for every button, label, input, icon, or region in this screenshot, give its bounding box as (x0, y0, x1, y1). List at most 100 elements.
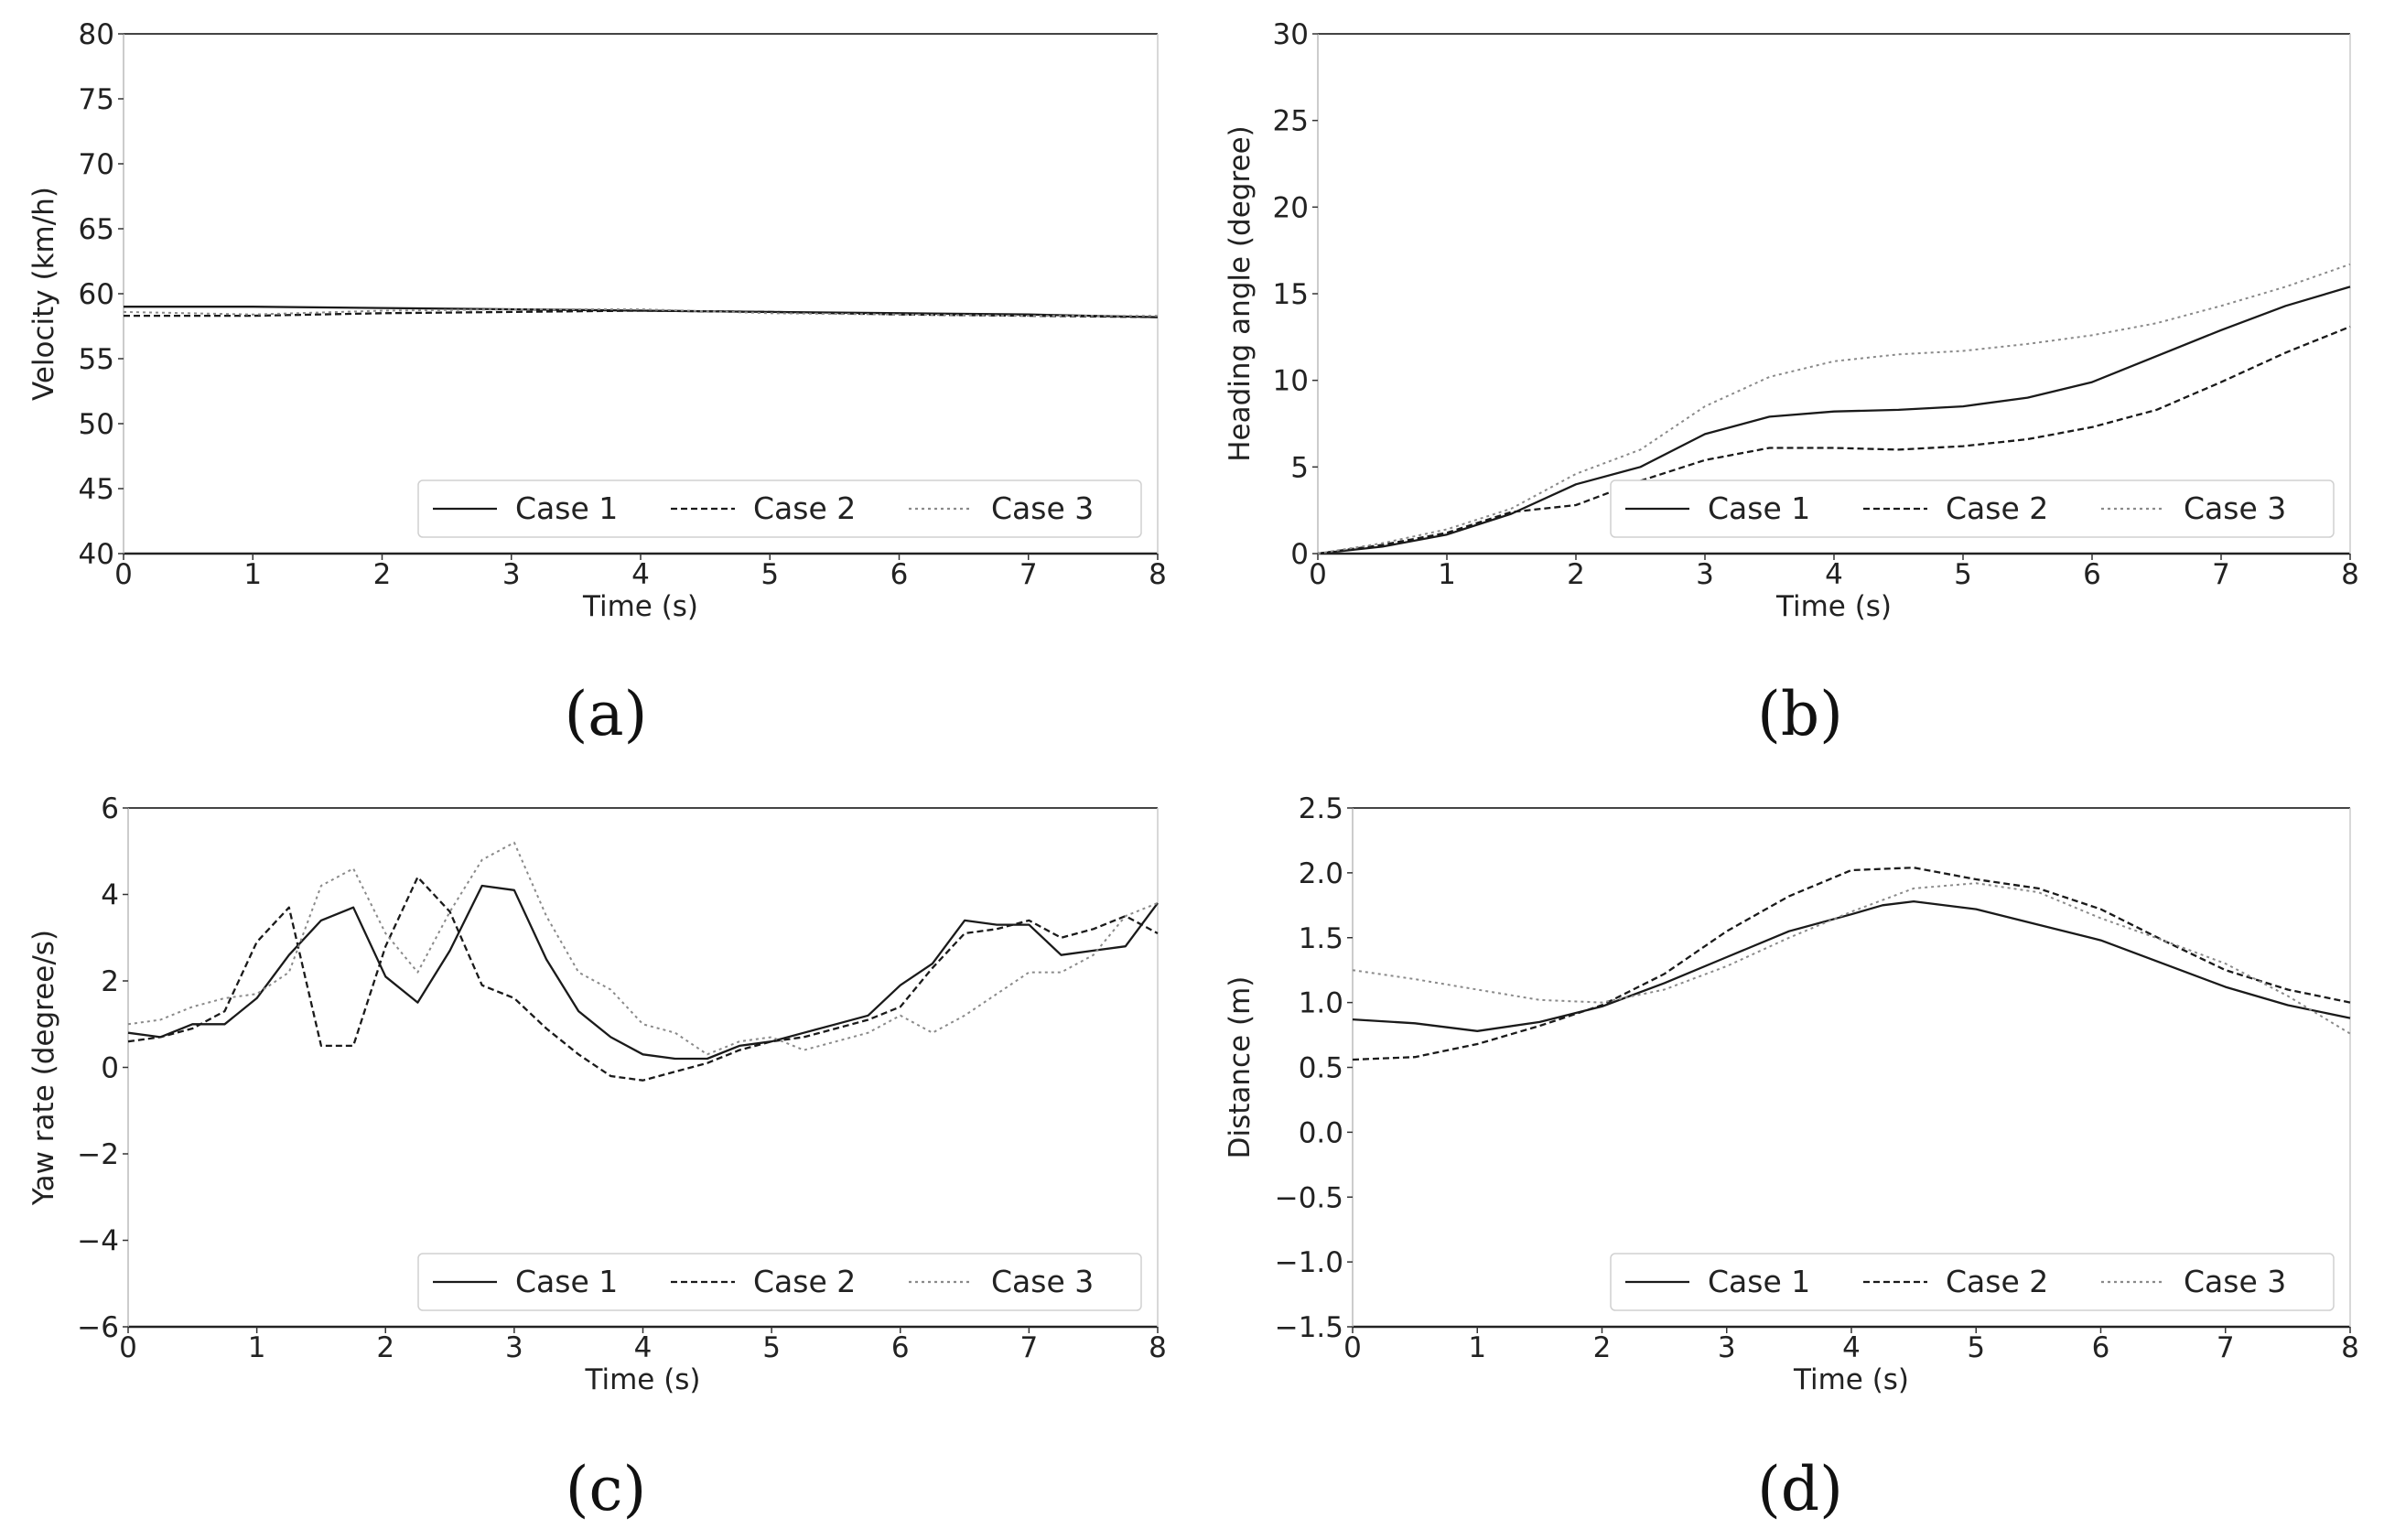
y-axis-title: Yaw rate (degree/s) (27, 930, 60, 1206)
legend-entry-label: Case 1 (515, 1264, 618, 1299)
legend-box (1610, 479, 2335, 538)
x-tick-label: 8 (2341, 558, 2359, 591)
series-line-case-3 (1317, 263, 2351, 555)
x-tick-label: 2 (376, 1331, 394, 1364)
x-tick-label: 0 (119, 1331, 137, 1364)
chart-b: 0 1 2 3 4 5 6 7 8 0 5 10 15 20 25 30 Time (s) Heading ang… (1224, 18, 2359, 749)
x-tick-label: 2 (1567, 558, 1585, 591)
x-tick-label: 7 (1019, 558, 1038, 591)
x-tick-label: 7 (2212, 558, 2230, 591)
legend-entry-label: Case 3 (991, 490, 1094, 526)
x-tick-label: 3 (1696, 558, 1714, 591)
x-tick-label: 4 (631, 558, 650, 591)
x-tick-label: 5 (1954, 558, 1972, 591)
x-tick-label: 8 (2341, 1331, 2359, 1364)
legend-entry-label: Case 1 (1708, 490, 1810, 526)
y-tick-label: 5 (1290, 451, 1309, 484)
x-tick-label: 1 (1468, 1331, 1486, 1364)
x-axis-title: Time (s) (584, 1363, 700, 1396)
x-tick-label: 8 (1149, 1331, 1167, 1364)
x-axis-title: Time (s) (1775, 590, 1892, 623)
legend: Case 1 Case 2 Case 3 (1610, 479, 2335, 538)
y-tick-label: 25 (1273, 105, 1309, 138)
x-tick-label: 1 (243, 558, 262, 591)
y-tick-label: 0.0 (1299, 1116, 1343, 1149)
legend-entry-label: Case 2 (1946, 1264, 2048, 1299)
legend-entry-label: Case 1 (1708, 1264, 1810, 1299)
series-line-case-1 (1352, 899, 2351, 1032)
x-tick-label: 5 (761, 558, 779, 591)
x-tick-label: 2 (1593, 1331, 1612, 1364)
legend-entry-label: Case 3 (2184, 1264, 2286, 1299)
y-tick-label: 45 (79, 473, 114, 506)
x-tick-label: 1 (248, 1331, 266, 1364)
x-tick-label: 0 (1343, 1331, 1362, 1364)
series-line-case-3 (1352, 882, 2351, 1035)
y-tick-label: −2 (77, 1138, 119, 1171)
chart-d: 0 1 2 3 4 5 6 7 8 −1.5 −1.0 −0.5 0.0 0.5 1.0 1.5 2.0 2.5 T… (1224, 792, 2359, 1524)
y-tick-label: 10 (1273, 365, 1309, 398)
y-tick-label: 50 (79, 408, 114, 441)
y-tick-label: 0 (1290, 538, 1309, 571)
chart-c: 0 1 2 3 4 5 6 7 8 −6 −4 −2 0 2 4 6 Time (s) Yaw rate (deg… (27, 792, 1167, 1524)
legend: Case 1 Case 2 Case 3 (417, 479, 1142, 538)
x-tick-label: 6 (2092, 1331, 2110, 1364)
y-tick-label: 60 (79, 278, 114, 311)
y-tick-label: 0 (101, 1052, 119, 1085)
y-tick-label: 70 (79, 148, 114, 181)
x-tick-label: 4 (1842, 1331, 1861, 1364)
y-axis-title: Distance (m) (1224, 976, 1257, 1159)
x-tick-label: 6 (891, 1331, 910, 1364)
y-tick-label: −1.0 (1275, 1246, 1343, 1279)
legend-entry-label: Case 3 (991, 1264, 1094, 1299)
panel-caption: (c) (566, 1454, 646, 1524)
x-tick-label: 6 (890, 558, 909, 591)
panel-caption: (b) (1757, 679, 1843, 749)
x-tick-label: 0 (114, 558, 133, 591)
legend-entry-label: Case 3 (2184, 490, 2286, 526)
series-line-case-2 (1352, 867, 2351, 1061)
y-tick-label: 40 (79, 538, 114, 571)
y-tick-label: −4 (77, 1225, 119, 1258)
series-line-case-2 (1317, 325, 2351, 555)
x-tick-label: 2 (373, 558, 392, 591)
legend-entry-label: Case 2 (1946, 490, 2048, 526)
x-tick-label: 3 (505, 1331, 523, 1364)
y-tick-label: 6 (101, 792, 119, 825)
y-tick-label: −1.5 (1275, 1311, 1343, 1344)
legend: Case 1 Case 2 Case 3 (1610, 1253, 2335, 1311)
legend-entry-label: Case 1 (515, 490, 618, 526)
x-axis-title: Time (s) (1793, 1363, 1909, 1396)
x-tick-label: 7 (2217, 1331, 2235, 1364)
legend-box (1610, 1253, 2335, 1311)
x-tick-label: 6 (2083, 558, 2101, 591)
y-tick-label: 75 (79, 83, 114, 116)
x-tick-label: 5 (762, 1331, 781, 1364)
legend: Case 1 Case 2 Case 3 (417, 1253, 1142, 1311)
x-tick-label: 4 (634, 1331, 653, 1364)
x-tick-label: 4 (1825, 558, 1843, 591)
series-line-case-2 (124, 309, 1159, 318)
y-tick-label: 0.5 (1299, 1052, 1343, 1085)
series-line-case-2 (127, 876, 1159, 1082)
series-line-case-1 (1317, 285, 2351, 555)
y-tick-label: −6 (77, 1311, 119, 1344)
y-tick-label: 2 (101, 965, 119, 998)
x-tick-label: 3 (502, 558, 521, 591)
y-tick-label: 2.0 (1299, 857, 1343, 890)
x-tick-label: 5 (1967, 1331, 1985, 1364)
panel-caption: (a) (565, 679, 648, 749)
series-line-case-3 (127, 841, 1159, 1056)
legend-box (417, 479, 1142, 538)
panel-caption: (d) (1757, 1454, 1843, 1524)
y-axis-title: Velocity (km/h) (27, 187, 60, 401)
y-tick-label: 15 (1273, 278, 1309, 311)
y-tick-label: 65 (79, 213, 114, 246)
x-tick-label: 8 (1149, 558, 1167, 591)
y-tick-label: 1.5 (1299, 922, 1343, 955)
x-tick-label: 7 (1020, 1331, 1039, 1364)
y-tick-label: 2.5 (1299, 792, 1343, 825)
x-tick-label: 3 (1718, 1331, 1736, 1364)
